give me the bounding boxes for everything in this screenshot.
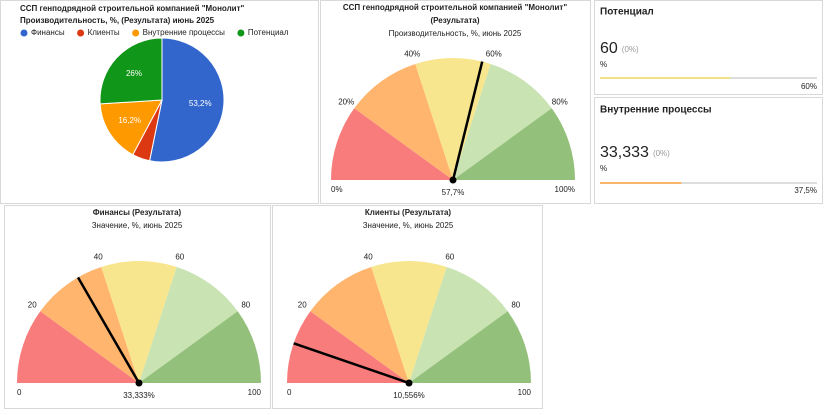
progress-bar	[600, 182, 682, 184]
gauge-band	[409, 266, 508, 383]
card-title: Внутренние процессы	[600, 105, 712, 116]
chart-title: ССП генподрядной строительной компанией …	[20, 4, 245, 13]
legend-label: Клиенты	[88, 28, 120, 37]
pie-slice	[149, 37, 225, 163]
gauge-band	[415, 57, 491, 180]
tick-label: 60	[175, 253, 184, 262]
chart-subtitle: (Результата)	[430, 16, 479, 25]
progress-track	[600, 182, 817, 184]
legend-swatch	[237, 29, 245, 37]
gauge-band	[354, 63, 453, 181]
tick-label: 100%	[555, 185, 575, 194]
tick-label: 20%	[338, 98, 354, 107]
tick-label: 40	[94, 253, 103, 262]
card-value: 33,333	[600, 144, 649, 161]
legend-swatch	[132, 29, 140, 37]
value-label: 33,333%	[123, 391, 155, 400]
chart-subtitle: Значение, %, июнь 2025	[363, 221, 454, 230]
chart-subtitle: Производительность, %, (Результата) июнь…	[20, 16, 215, 25]
legend-swatch	[20, 29, 28, 37]
gauge-band	[139, 266, 238, 383]
tick-label: 20	[28, 301, 37, 310]
gauge-band	[139, 311, 261, 383]
legend-swatch	[77, 29, 85, 37]
gauge-band	[101, 260, 177, 383]
chart-title: Финансы (Результата)	[93, 208, 182, 217]
gauge-needle	[76, 276, 141, 384]
tick-label: 80%	[552, 98, 568, 107]
gauge-band	[453, 108, 575, 180]
gauge-needle	[293, 342, 410, 385]
chart-title: Клиенты (Результата)	[365, 208, 452, 217]
gauge-band	[331, 108, 453, 180]
tick-label: 0%	[331, 185, 343, 194]
gauge-band	[310, 266, 409, 383]
gauge-band	[287, 311, 409, 383]
data-label: 53,2%	[189, 99, 212, 108]
pie-slice	[99, 99, 163, 156]
pie-slice	[99, 37, 163, 105]
card-value: 60	[600, 40, 618, 57]
tick-label: 60%	[486, 50, 502, 59]
gauge-band	[453, 63, 552, 181]
tick-label: 40	[364, 253, 373, 262]
tick-label: 100	[518, 388, 532, 397]
tick-label: 0	[287, 388, 292, 397]
legend-label: Потенциал	[248, 28, 289, 37]
tick-label: 0	[17, 388, 22, 397]
tick-label: 80	[241, 301, 250, 310]
gauge-band	[409, 311, 531, 383]
chart-subtitle: Значение, %, июнь 2025	[92, 221, 183, 230]
tick-label: 80	[511, 301, 520, 310]
gauge-needle	[451, 61, 484, 181]
chart-subtitle: Производительность, %, июнь 2025	[389, 29, 522, 38]
card-title: Потенциал	[600, 7, 654, 18]
data-label: 16,2%	[118, 116, 141, 125]
card-change: (0%)	[653, 149, 670, 158]
tick-label: 20	[298, 301, 307, 310]
needle-hub	[449, 176, 457, 184]
data-label: 26%	[126, 69, 142, 78]
tick-label: 100	[248, 388, 262, 397]
chart-title: ССП генподрядной строительной компанией …	[343, 3, 568, 12]
tick-label: 60	[445, 253, 454, 262]
panel	[594, 97, 823, 204]
gauge-band	[40, 266, 139, 383]
tick-label: 40%	[404, 50, 420, 59]
needle-hub	[405, 379, 413, 387]
value-label: 10,556%	[393, 391, 425, 400]
gauge-band	[17, 311, 139, 383]
card-progress-label: 60%	[801, 82, 817, 91]
card-unit: %	[600, 164, 607, 173]
legend-label: Финансы	[31, 28, 65, 37]
progress-bar	[600, 77, 731, 79]
card-progress-label: 37,5%	[794, 186, 817, 195]
card-change: (0%)	[622, 45, 639, 54]
gauge-band	[371, 260, 447, 383]
card-unit: %	[600, 60, 607, 69]
needle-hub	[135, 379, 143, 387]
value-label: 57,7%	[442, 188, 465, 197]
legend-label: Внутренние процессы	[143, 28, 225, 37]
